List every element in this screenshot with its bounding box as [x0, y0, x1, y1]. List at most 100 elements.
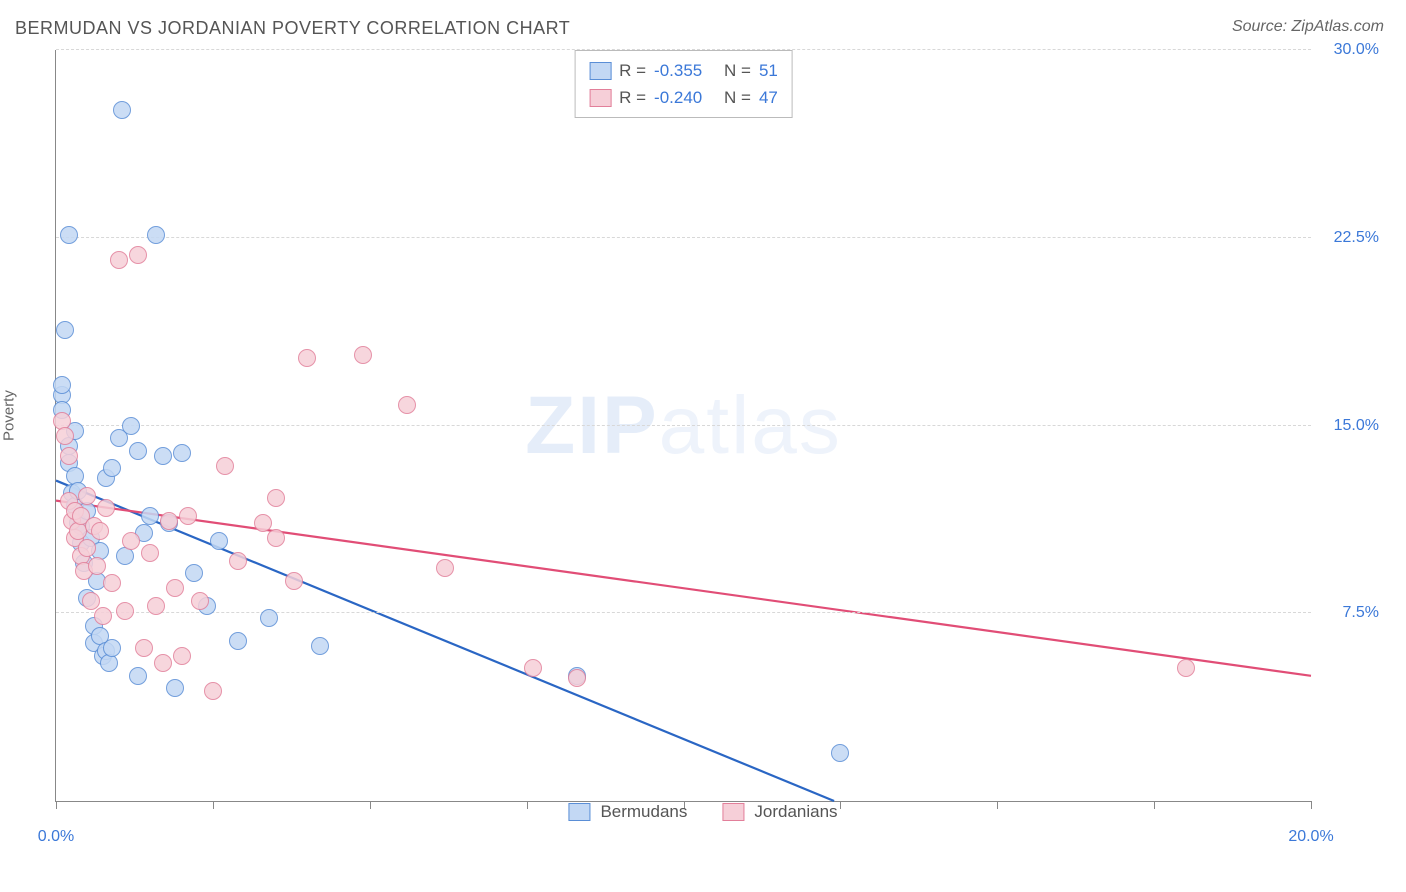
trend-lines — [56, 50, 1311, 801]
scatter-point — [173, 444, 191, 462]
scatter-point — [129, 246, 147, 264]
scatter-point — [285, 572, 303, 590]
scatter-point — [94, 607, 112, 625]
scatter-point — [191, 592, 209, 610]
x-tick — [56, 801, 57, 809]
scatter-point — [60, 447, 78, 465]
series-legend: Bermudans Jordanians — [568, 802, 837, 822]
y-axis-label: Poverty — [1, 390, 18, 441]
scatter-point — [78, 539, 96, 557]
scatter-point — [60, 226, 78, 244]
scatter-point — [78, 487, 96, 505]
scatter-point — [267, 529, 285, 547]
legend-n-label: N = — [724, 84, 751, 111]
scatter-point — [116, 602, 134, 620]
scatter-point — [129, 667, 147, 685]
legend-swatch — [589, 62, 611, 80]
scatter-point — [91, 522, 109, 540]
scatter-point — [216, 457, 234, 475]
y-tick-label: 15.0% — [1319, 417, 1379, 435]
x-tick — [840, 801, 841, 809]
y-tick-label: 7.5% — [1319, 604, 1379, 622]
chart-title: BERMUDAN VS JORDANIAN POVERTY CORRELATIO… — [15, 18, 570, 39]
x-tick — [1311, 801, 1312, 809]
scatter-point — [254, 514, 272, 532]
scatter-point — [354, 346, 372, 364]
scatter-point — [88, 557, 106, 575]
scatter-point — [103, 639, 121, 657]
series-legend-item: Bermudans — [568, 802, 687, 822]
legend-r-value: -0.355 — [654, 57, 716, 84]
gridline — [56, 49, 1311, 50]
scatter-point — [53, 376, 71, 394]
scatter-point — [173, 647, 191, 665]
legend-swatch — [589, 89, 611, 107]
scatter-point — [204, 682, 222, 700]
gridline — [56, 237, 1311, 238]
scatter-point — [122, 532, 140, 550]
scatter-point — [210, 532, 228, 550]
legend-row: R = -0.240 N = 47 — [589, 84, 778, 111]
source-attribution: Source: ZipAtlas.com — [1232, 18, 1384, 36]
scatter-point — [103, 459, 121, 477]
x-tick — [997, 801, 998, 809]
x-tick — [370, 801, 371, 809]
scatter-point — [141, 507, 159, 525]
scatter-point — [831, 744, 849, 762]
legend-swatch — [722, 803, 744, 821]
scatter-point — [147, 226, 165, 244]
series-legend-item: Jordanians — [722, 802, 837, 822]
scatter-point — [229, 632, 247, 650]
legend-r-label: R = — [619, 84, 646, 111]
scatter-point — [160, 512, 178, 530]
legend-row: R = -0.355 N = 51 — [589, 57, 778, 84]
x-tick — [527, 801, 528, 809]
page-root: BERMUDAN VS JORDANIAN POVERTY CORRELATIO… — [0, 0, 1406, 892]
y-tick-label: 30.0% — [1319, 41, 1379, 59]
legend-n-value: 51 — [759, 57, 778, 84]
x-tick-label: 20.0% — [1288, 828, 1333, 846]
series-name: Jordanians — [754, 802, 837, 822]
legend-r-label: R = — [619, 57, 646, 84]
scatter-point — [113, 101, 131, 119]
scatter-point — [436, 559, 454, 577]
scatter-point — [135, 639, 153, 657]
scatter-point — [141, 544, 159, 562]
legend-n-value: 47 — [759, 84, 778, 111]
scatter-point — [267, 489, 285, 507]
scatter-point — [229, 552, 247, 570]
scatter-point — [398, 396, 416, 414]
chart-container: Poverty ZIPatlas R =-0.355N =51R =-0.240… — [15, 50, 1391, 832]
scatter-point — [311, 637, 329, 655]
plot-area: ZIPatlas R =-0.355N =51R =-0.240N =47 7.… — [55, 50, 1311, 802]
scatter-point — [82, 592, 100, 610]
scatter-point — [298, 349, 316, 367]
scatter-point — [56, 321, 74, 339]
scatter-point — [56, 427, 74, 445]
scatter-point — [110, 251, 128, 269]
scatter-point — [1177, 659, 1195, 677]
scatter-point — [154, 447, 172, 465]
scatter-point — [129, 442, 147, 460]
x-tick-label: 0.0% — [38, 828, 74, 846]
legend-r-value: -0.240 — [654, 84, 716, 111]
series-name: Bermudans — [600, 802, 687, 822]
legend-swatch — [568, 803, 590, 821]
scatter-point — [122, 417, 140, 435]
scatter-point — [166, 579, 184, 597]
scatter-point — [568, 669, 586, 687]
x-tick — [213, 801, 214, 809]
scatter-point — [260, 609, 278, 627]
trend-line — [56, 501, 1311, 676]
correlation-legend: R = -0.355 N = 51 R = -0.240 N = 47 — [574, 50, 793, 118]
scatter-point — [179, 507, 197, 525]
scatter-point — [147, 597, 165, 615]
y-tick-label: 22.5% — [1319, 229, 1379, 247]
scatter-point — [185, 564, 203, 582]
scatter-point — [166, 679, 184, 697]
legend-n-label: N = — [724, 57, 751, 84]
gridline — [56, 425, 1311, 426]
scatter-point — [154, 654, 172, 672]
scatter-point — [103, 574, 121, 592]
scatter-point — [97, 499, 115, 517]
